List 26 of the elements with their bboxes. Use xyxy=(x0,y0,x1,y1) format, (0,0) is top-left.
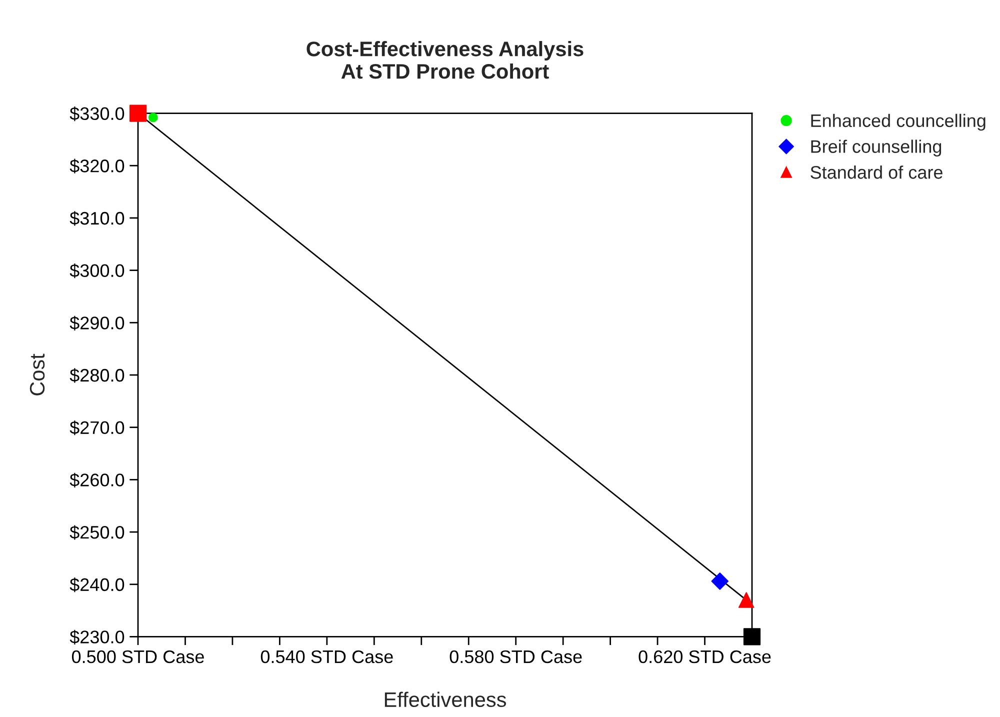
y-tick-label: $270.0 xyxy=(70,420,124,436)
point xyxy=(743,628,761,646)
point xyxy=(738,592,754,608)
y-tick-label: $290.0 xyxy=(70,316,124,330)
y-tick-label: $230.0 xyxy=(70,630,124,644)
point xyxy=(148,112,158,122)
y-tick-label: $260.0 xyxy=(70,472,124,488)
x-tick-label: 0.500 STD Case xyxy=(72,650,204,664)
point xyxy=(711,572,729,590)
y-tick-label: $280.0 xyxy=(70,368,124,383)
y-tick-label: $320.0 xyxy=(70,158,124,174)
y-tick-label: $300.0 xyxy=(70,263,124,278)
y-axis-title: Cost xyxy=(30,354,45,396)
legend-label: Breif counselling xyxy=(811,140,942,157)
legend-label: Standard of care xyxy=(810,166,942,179)
y-tick-label: $250.0 xyxy=(70,525,124,540)
x-tick-label: 0.580 STD Case xyxy=(450,650,582,664)
point xyxy=(129,104,147,122)
y-tick-label: $240.0 xyxy=(70,578,124,592)
x-tick-label: 0.540 STD Case xyxy=(260,650,393,664)
y-tick-label: $330.0 xyxy=(70,106,124,122)
legend-label: Enhanced councelling xyxy=(811,114,986,131)
y-tick-label: $310.0 xyxy=(70,211,124,226)
chart-title: Cost-Effectiveness Analysis At STD Prone Cohort xyxy=(306,41,584,79)
x-axis-title: Effectiveness xyxy=(384,692,506,708)
x-tick-label: 0.620 STD Case xyxy=(638,650,771,664)
